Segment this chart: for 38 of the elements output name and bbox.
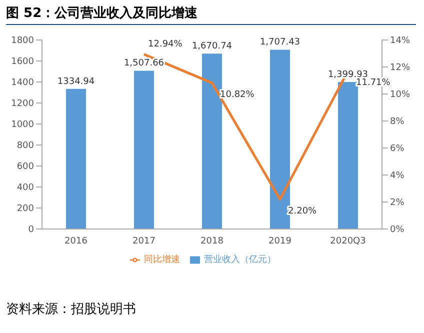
y2-tick-label: 6% — [390, 144, 405, 154]
y-tick-label: 0 — [28, 225, 34, 236]
y-tick-label: 800 — [16, 141, 34, 152]
x-tick-label: 2018 — [200, 236, 224, 246]
chart-title: 图 52：公司营业收入及同比增速 — [6, 4, 416, 25]
y2-tick-label: 12% — [390, 63, 410, 74]
bar — [202, 54, 222, 229]
y2-tick-label: 2% — [390, 198, 405, 208]
bar — [66, 88, 86, 229]
y-tick-label: 1200 — [11, 99, 34, 110]
data-label: 1,670.74 — [192, 42, 232, 52]
data-label: 1,507.66 — [124, 58, 164, 69]
data-label: 11.71% — [356, 78, 391, 88]
y2-tick-label: 0% — [390, 225, 405, 236]
legend-label: 营业收入（亿元） — [204, 255, 276, 265]
y2-tick-label: 8% — [390, 117, 405, 128]
data-label: 1334.94 — [57, 76, 95, 87]
x-tick-label: 2019 — [268, 236, 292, 246]
y-tick-label: 1400 — [11, 78, 34, 88]
data-label: 12.94% — [148, 39, 183, 50]
x-tick-label: 2020Q3 — [330, 236, 366, 246]
bar — [338, 82, 358, 229]
y-tick-label: 1600 — [11, 57, 34, 68]
text: 资料来源：招股说明书 — [6, 301, 136, 318]
y2-tick-label: 4% — [390, 171, 405, 182]
y2-tick-label: 14% — [390, 36, 410, 46]
y-tick-label: 1000 — [11, 120, 34, 130]
bar — [270, 50, 290, 229]
x-tick-label: 2016 — [64, 236, 88, 246]
x-tick-label: 2017 — [132, 236, 156, 246]
y-tick-label: 400 — [16, 183, 34, 194]
y-tick-label: 1800 — [11, 36, 34, 46]
data-label: 1,707.43 — [260, 38, 300, 48]
legend-label: 同比增速 — [144, 255, 180, 265]
y2-tick-label: 10% — [390, 90, 410, 100]
bar — [134, 70, 154, 229]
y-tick-label: 200 — [16, 204, 34, 214]
y-tick-label: 600 — [16, 162, 34, 172]
